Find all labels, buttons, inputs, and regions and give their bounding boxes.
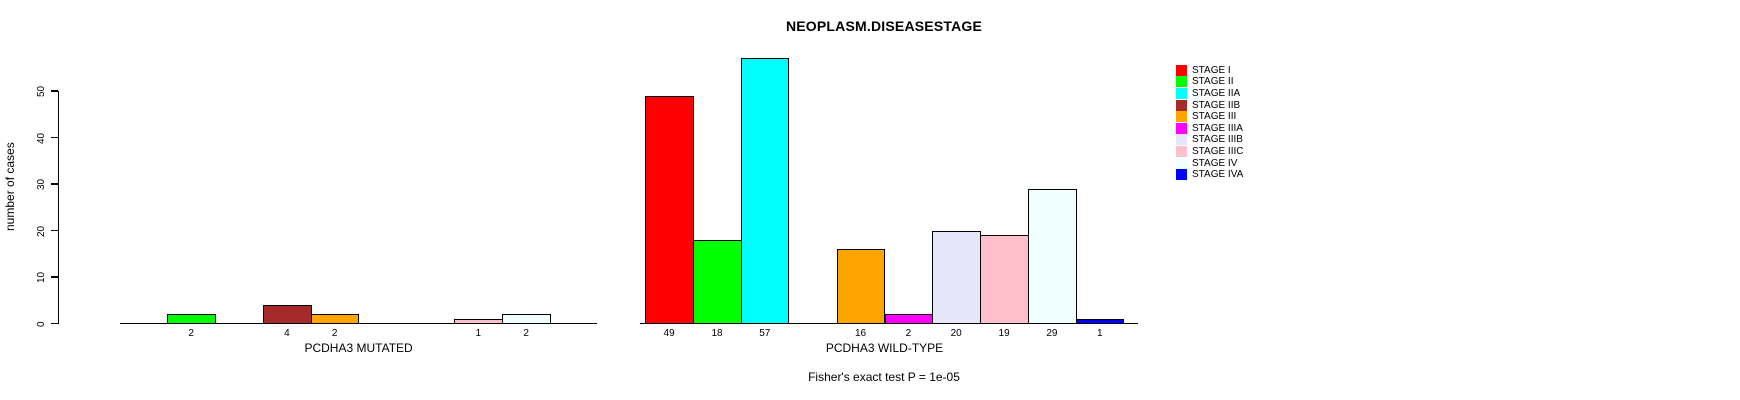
bar-pcdha3-mutated-stage-iv: [502, 314, 551, 324]
bar-value-label: 1: [475, 328, 482, 339]
bar-value-label: 2: [523, 328, 529, 339]
bar-pcdha3-wild-type-stage-i: [645, 95, 694, 324]
bar-pcdha3-mutated-stage-iiic: [454, 318, 503, 324]
y-tick: [50, 322, 58, 325]
bar-value-label: 20: [950, 328, 962, 339]
legend-label: STAGE III: [1192, 111, 1237, 123]
legend-swatch-icon: [1176, 99, 1187, 111]
legend-swatch-icon: [1176, 122, 1187, 134]
y-tick: [50, 229, 58, 232]
legend-label: STAGE IIA: [1192, 87, 1241, 99]
bar-value-label: 19: [998, 328, 1010, 339]
legend-item-stage-iva: STAGE IVA: [1176, 169, 1243, 181]
bar-pcdha3-wild-type-stage-iiia: [884, 314, 933, 324]
bar-pcdha3-mutated-stage-ii: [167, 314, 216, 324]
bar-pcdha3-mutated-stage-iii: [310, 314, 360, 324]
y-tick: [50, 136, 58, 139]
legend-item-stage-iiic: STAGE IIIC: [1176, 146, 1244, 158]
legend-item-stage-iiia: STAGE IIIA: [1176, 122, 1243, 134]
legend-swatch-icon: [1176, 64, 1187, 76]
legend-swatch-icon: [1176, 146, 1187, 157]
bar-value-label: 1: [1097, 328, 1103, 339]
y-tick-label: 50: [36, 85, 47, 97]
legend-label: STAGE I: [1192, 64, 1231, 76]
legend-label: STAGE IIIB: [1192, 134, 1243, 146]
y-tick: [50, 90, 58, 92]
legend-item-stage-iiib: STAGE IIIB: [1176, 134, 1243, 146]
chart-title: NEOPLASM.DISEASESTAGE: [785, 18, 983, 34]
legend-label: STAGE IV: [1192, 157, 1238, 169]
legend-label: STAGE II: [1192, 76, 1234, 88]
legend-item-stage-iii: STAGE III: [1176, 111, 1236, 123]
bar-value-label: 4: [284, 328, 290, 339]
group-label-pcdha3-wild-type: PCDHA3 WILD-TYPE: [825, 341, 944, 355]
bar-value-label: 29: [1046, 328, 1058, 339]
bar-pcdha3-wild-type-stage-iii: [836, 249, 886, 324]
y-tick-label: 10: [36, 271, 47, 283]
bar-value-label: 2: [331, 328, 338, 339]
bar-pcdha3-wild-type-stage-iva: [1075, 318, 1125, 324]
bar-pcdha3-wild-type-stage-iv: [1028, 188, 1077, 324]
bar-value-label: 2: [905, 328, 912, 339]
y-tick-label: 20: [36, 225, 47, 237]
legend-label: STAGE IIB: [1192, 99, 1241, 111]
legend-item-stage-iv: STAGE IV: [1176, 157, 1237, 169]
bar-pcdha3-mutated-stage-iib: [263, 304, 312, 324]
bar-value-label: 2: [188, 328, 194, 339]
legend-swatch-icon: [1176, 134, 1187, 146]
legend-label: STAGE IVA: [1192, 169, 1244, 181]
bar-pcdha3-wild-type-stage-iiic: [980, 235, 1029, 324]
y-axis-label: number of cases: [3, 142, 17, 231]
legend-item-stage-iia: STAGE IIA: [1176, 87, 1240, 99]
y-tick-label: 40: [36, 132, 47, 144]
legend-label: STAGE IIIA: [1192, 122, 1243, 134]
bar-value-label: 57: [759, 328, 771, 339]
legend-swatch-icon: [1176, 76, 1187, 88]
bar-value-label: 16: [854, 328, 867, 339]
legend-label: STAGE IIIC: [1192, 146, 1244, 157]
group-label-pcdha3-mutated: PCDHA3 MUTATED: [304, 341, 413, 355]
legend-item-stage-ii: STAGE II: [1176, 76, 1234, 88]
legend-swatch-icon: [1176, 157, 1187, 169]
bar-pcdha3-wild-type-stage-ii: [693, 239, 742, 324]
bar-pcdha3-wild-type-stage-iiib: [932, 230, 981, 324]
legend-swatch-icon: [1176, 169, 1187, 181]
bar-pcdha3-wild-type-stage-iia: [740, 58, 790, 324]
fisher-test-annotation: Fisher's exact test P = 1e-05: [808, 370, 960, 384]
legend-item-stage-iib: STAGE IIB: [1176, 99, 1240, 111]
legend-swatch-icon: [1176, 111, 1187, 123]
legend-swatch-icon: [1176, 87, 1187, 99]
bar-value-label: 49: [663, 328, 675, 339]
y-tick: [50, 183, 58, 185]
bar-value-label: 18: [711, 328, 723, 339]
y-tick-label: 30: [36, 178, 47, 190]
y-tick-label: 0: [36, 320, 47, 327]
y-tick: [50, 276, 58, 278]
y-axis-line: [57, 91, 59, 324]
legend-item-stage-i: STAGE I: [1176, 64, 1231, 76]
